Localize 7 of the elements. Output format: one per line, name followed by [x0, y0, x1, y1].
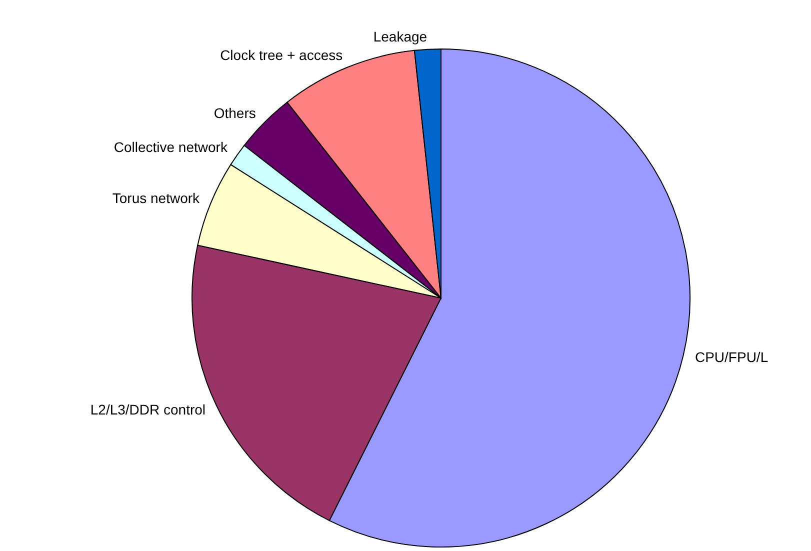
slice-label: Others	[214, 105, 256, 122]
slice-label: Clock tree + access	[220, 47, 343, 64]
slice-label: Collective network	[114, 138, 228, 155]
slice-label: L2/L3/DDR control	[90, 402, 206, 418]
slice-label: CPU/FPU/L	[694, 349, 768, 366]
slice-label: Torus network	[112, 190, 201, 206]
slice-label: Leakage	[373, 28, 428, 44]
